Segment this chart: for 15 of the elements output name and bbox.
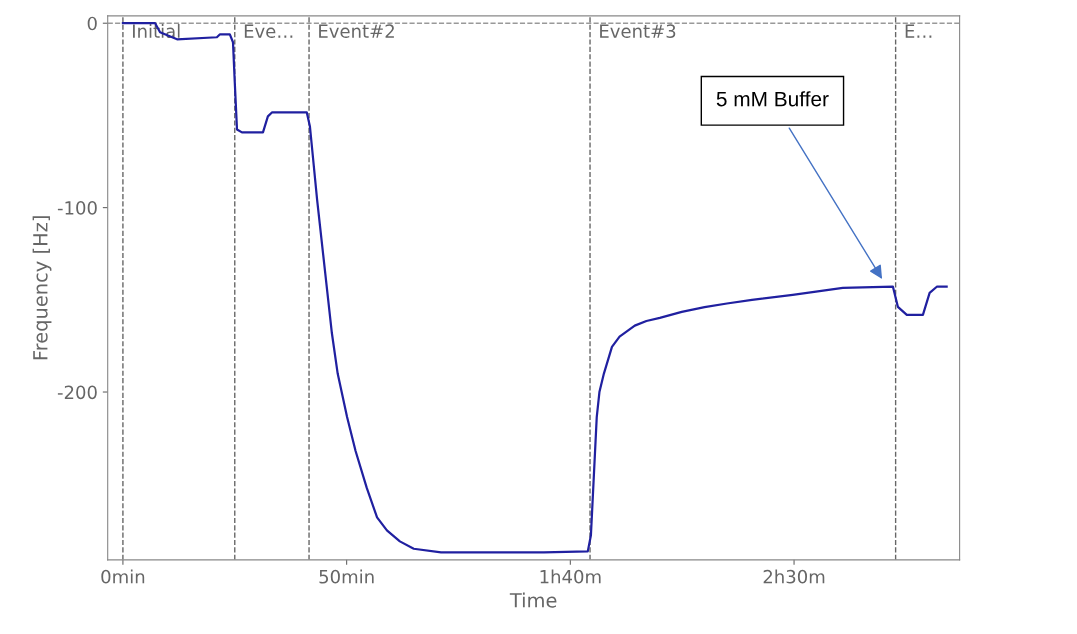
y-tick-label: -100 [57, 201, 97, 215]
ref-line-label: Event#2 [319, 24, 394, 38]
y-tick-label: 0 [87, 16, 97, 31]
y-axis-title: Frequency [Hz] [32, 216, 52, 360]
x-axis-title: Time [509, 592, 557, 608]
x-tick-label: 1h40m [540, 569, 601, 584]
annotation: 5 mM Buffer [716, 91, 829, 107]
ref-line-label: Event#3 [600, 24, 676, 38]
x-tick-label: 2h30m [763, 569, 825, 584]
ref-line-label: Eve… [244, 24, 293, 38]
line-series [121, 22, 948, 554]
x-tick-label: 0min [101, 569, 145, 584]
x-tick-label: 50min [319, 569, 374, 584]
y-tick-label: -200 [57, 385, 97, 400]
ref-line-label: E… [905, 24, 932, 38]
